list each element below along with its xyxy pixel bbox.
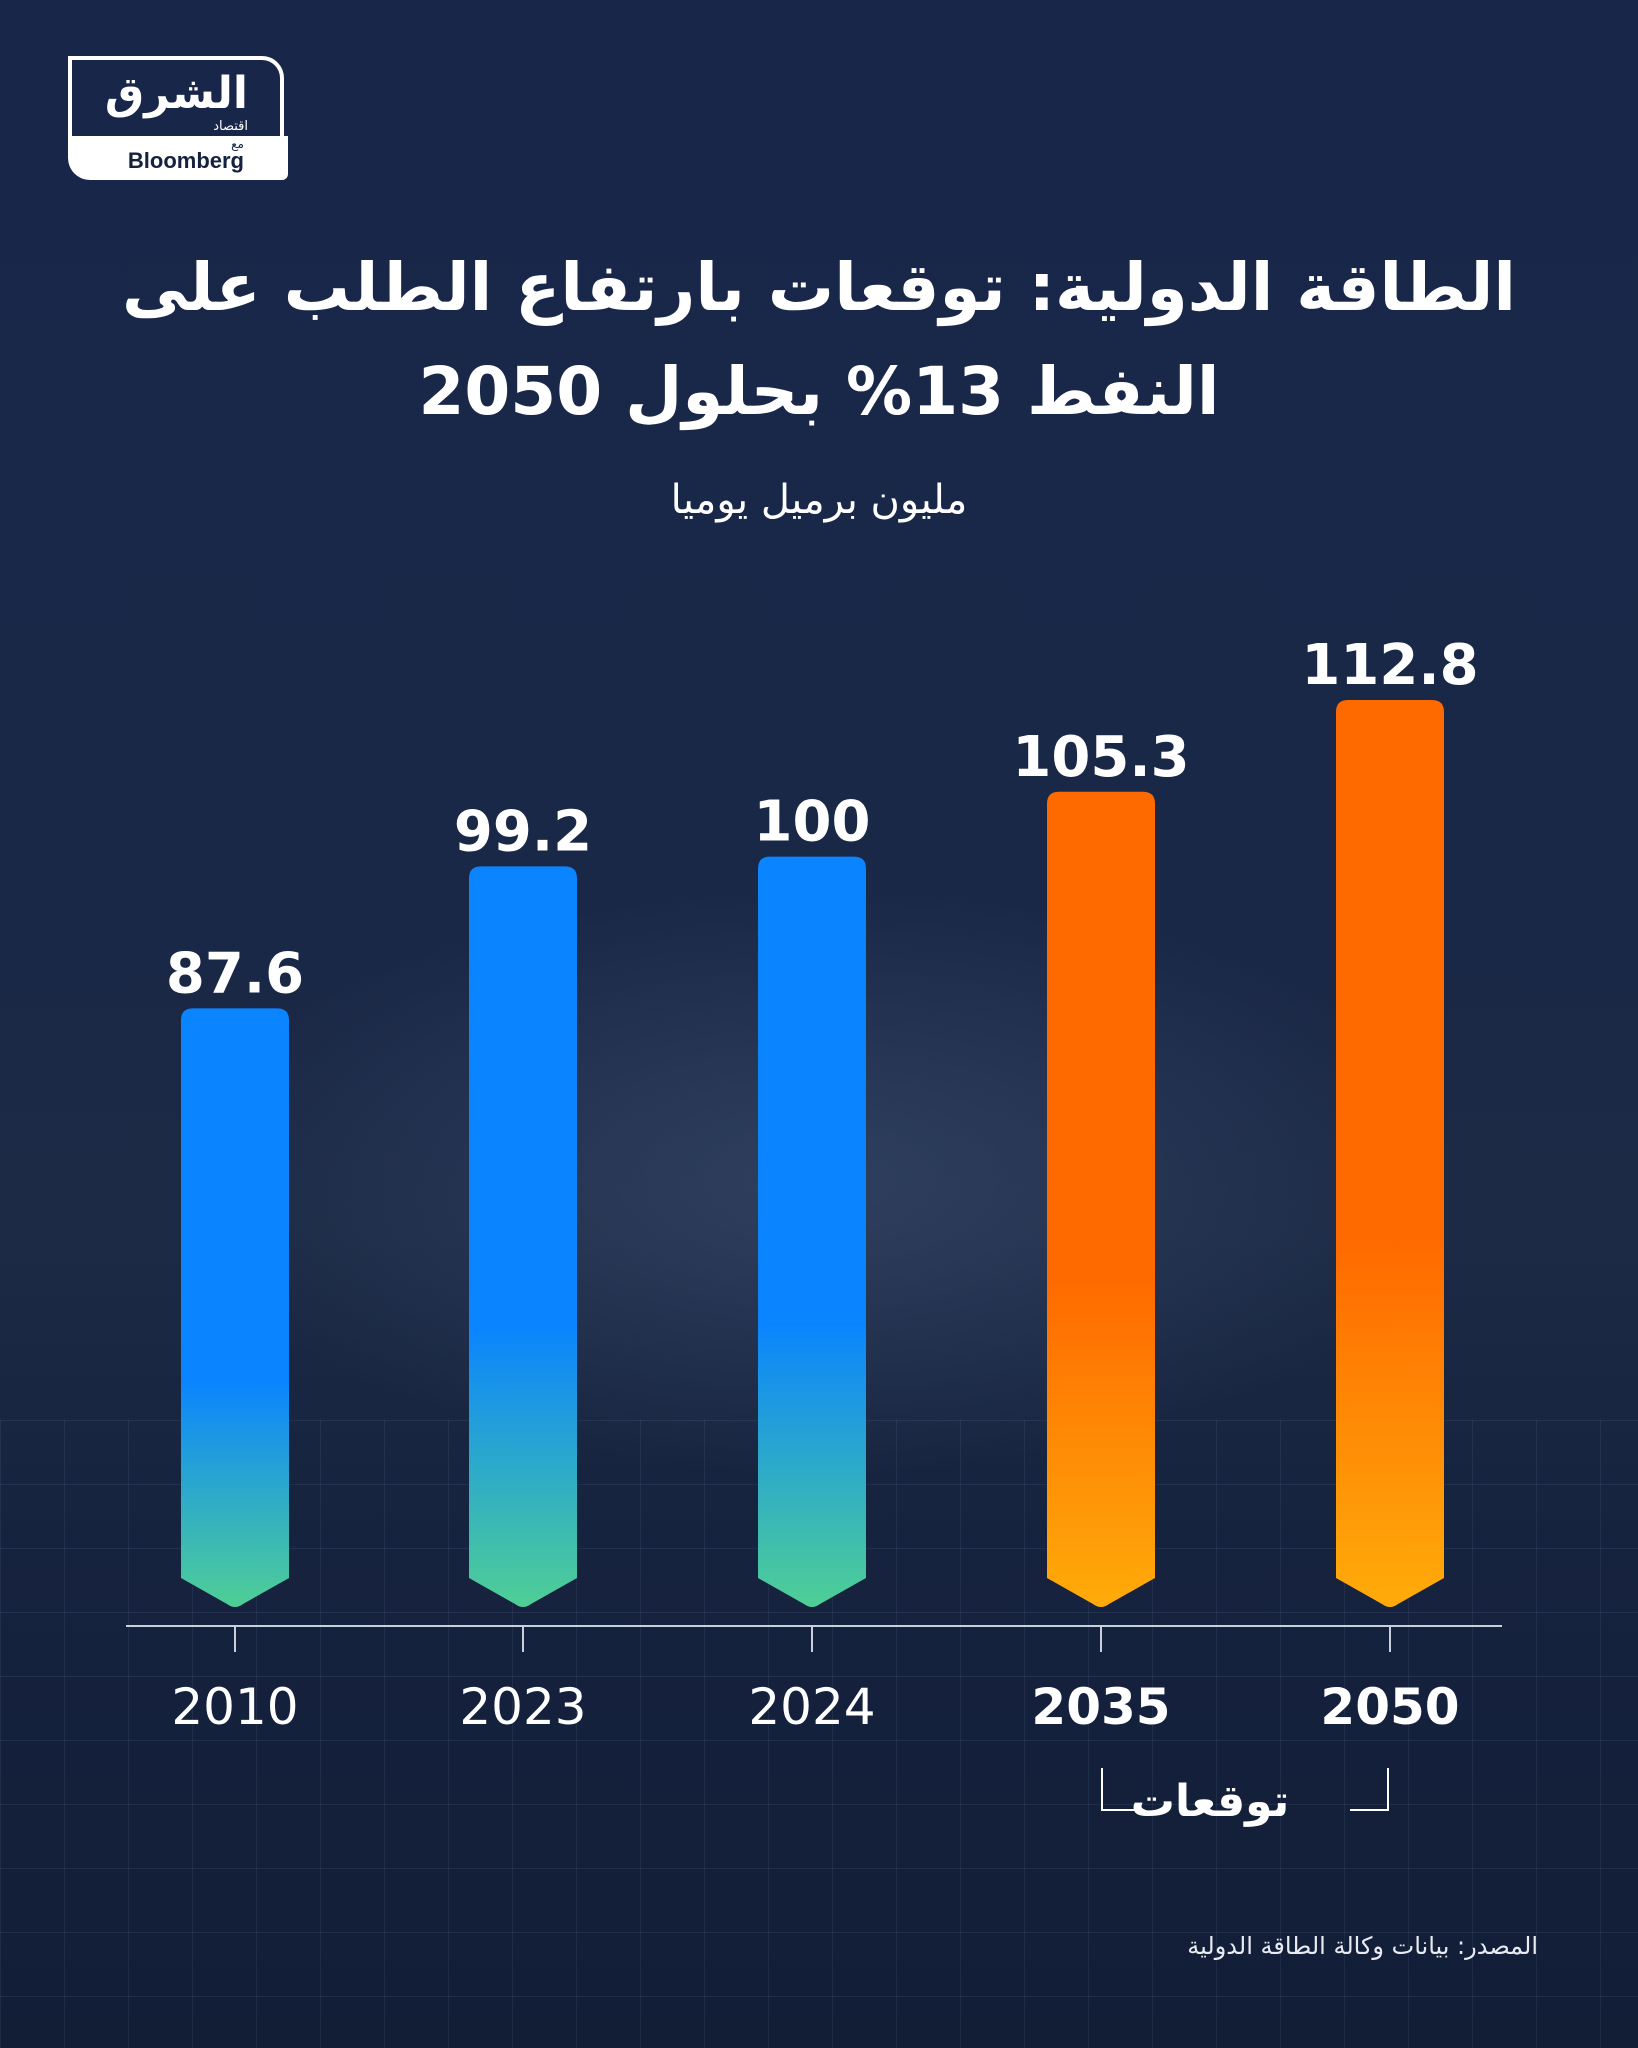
asharq-bloomberg-logo: الشرق اقتصاد مع Bloomberg [68,56,288,180]
chart-title: الطاقة الدولية: توقعات بارتفاع الطلب على… [121,249,1517,430]
value-label-2050: 112.8 [1301,633,1478,698]
bar-2035 [1047,791,1155,1607]
logo-brand-name: الشرق [104,68,248,119]
logo-partner-prefix: مع [231,137,244,151]
unit-label: مليون برميل يوميا [670,477,968,523]
x-axis-ticks-group [234,1626,1391,1652]
logo-brand-sub: اقتصاد [213,119,248,134]
bar-2023 [469,866,577,1607]
logo-frame [68,56,284,136]
value-label-2023: 99.2 [454,799,592,864]
value-label-2010: 87.6 [166,941,304,1006]
value-labels-group: 87.6 99.2 100 105.3 112.8 [166,633,1479,1006]
bar-2050 [1336,700,1444,1607]
x-axis-labels-group: 2010 2023 2024 2035 2050 [171,1678,1459,1736]
source-note: المصدر: بيانات وكالة الطاقة الدولية [1187,1932,1538,1960]
forecast-bracket-left [1101,1768,1140,1811]
forecast-label: توقعات [1130,1776,1290,1827]
logo-partner-name: Bloomberg [127,148,244,173]
x-tick-label-2050: 2050 [1320,1678,1459,1736]
logo-bottom-band [68,136,288,180]
x-tick-label-2010: 2010 [171,1678,298,1736]
bars-group [181,700,1444,1607]
forecast-bracket-right [1350,1768,1389,1811]
bar-2010 [181,1008,289,1607]
x-tick-label-2023: 2023 [459,1678,586,1736]
x-tick-label-2024: 2024 [748,1678,875,1736]
value-label-2024: 100 [754,790,871,855]
value-label-2035: 105.3 [1012,725,1189,790]
x-tick-label-2035: 2035 [1031,1678,1170,1736]
bar-2024 [758,856,866,1607]
